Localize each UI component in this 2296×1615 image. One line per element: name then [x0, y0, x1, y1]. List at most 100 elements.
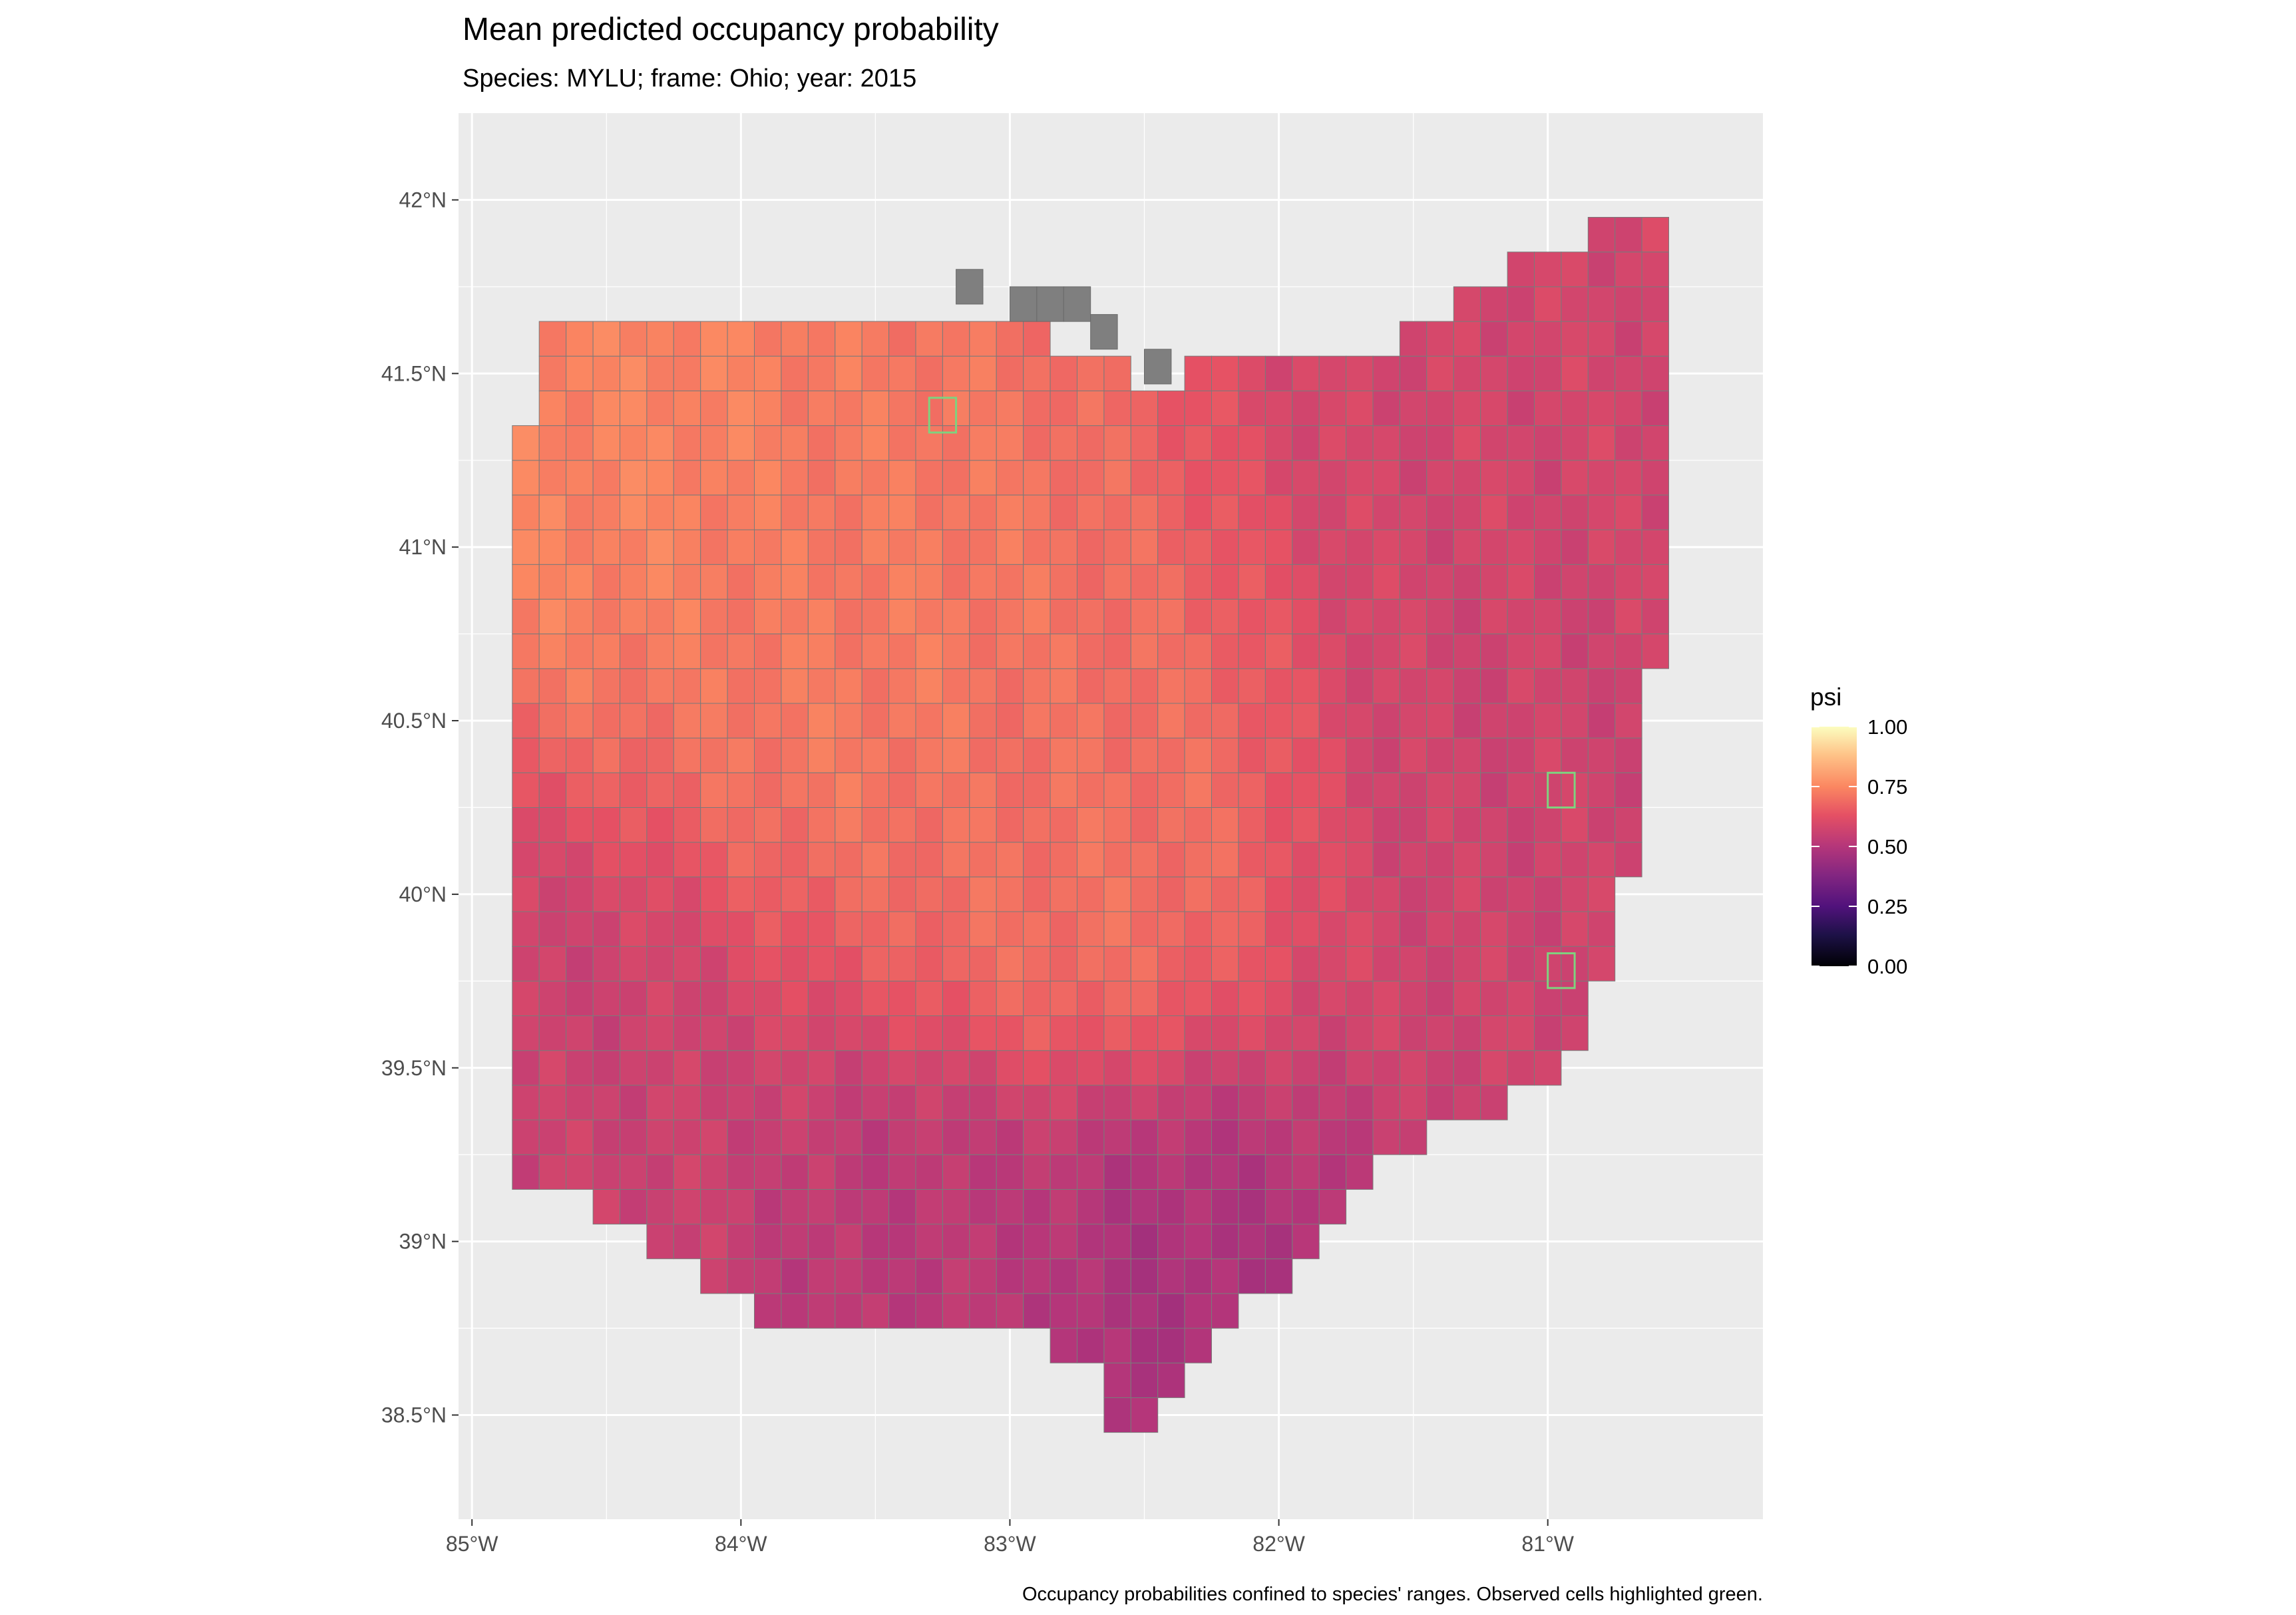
grid-cell [566, 703, 594, 739]
grid-cell [969, 425, 997, 461]
grid-cell [1615, 703, 1642, 739]
grid-cell [1103, 494, 1131, 530]
grid-cell [861, 1085, 890, 1121]
grid-cell [512, 1154, 540, 1190]
grid-cell [1346, 390, 1374, 427]
grid-cell [1453, 1050, 1481, 1086]
grid-cell [969, 911, 997, 947]
grid-cell [1130, 1258, 1159, 1294]
grid-cell [1453, 842, 1481, 878]
grid-cell [1346, 1085, 1374, 1121]
grid-cell [673, 1085, 701, 1121]
grid-cell [1050, 633, 1077, 669]
grid-cell [1292, 980, 1320, 1017]
grid-cell [700, 1224, 728, 1260]
grid-cell [1641, 633, 1670, 669]
grid-cell [1292, 1015, 1320, 1051]
grid-cell [1023, 564, 1051, 600]
grid-cell [727, 494, 755, 530]
grid-cell [646, 529, 674, 565]
grid-cell [807, 425, 836, 461]
y-axis-ticks: 38.5°N 39°N 39.5°N 40°N 40.5°N 41°N 41.5°N 42°N [381, 188, 459, 1427]
grid-cell [1023, 355, 1051, 391]
grid-cell [915, 355, 943, 391]
grid-cell [727, 946, 755, 982]
grid-cell [1507, 1050, 1535, 1086]
grid-cell [1318, 980, 1347, 1017]
grid-cell [1077, 737, 1105, 773]
grid-cell [915, 1258, 943, 1294]
grid-cell [915, 1015, 943, 1051]
legend-title: psi [1810, 683, 1841, 711]
grid-cell [1399, 425, 1428, 461]
grid-cell [754, 703, 782, 739]
grid-cell [1292, 772, 1320, 808]
grid-cell [969, 668, 997, 704]
grid-cell [1561, 460, 1589, 496]
grid-cell [700, 1119, 728, 1155]
grid-cell [996, 842, 1024, 878]
grid-cell [1238, 703, 1266, 739]
grid-cell [1077, 1293, 1105, 1329]
grid-cell [942, 1119, 970, 1155]
grid-cell [1453, 321, 1481, 357]
grid-cell [807, 564, 836, 600]
na-cell [1090, 314, 1118, 350]
grid-cell [1615, 772, 1642, 808]
grid-cell [1480, 1085, 1508, 1121]
grid-cell [781, 529, 809, 565]
grid-cell [1426, 737, 1454, 773]
grid-cell [915, 668, 943, 704]
grid-cell [1157, 772, 1185, 808]
occupancy-cells [512, 217, 1670, 1433]
grid-cell [915, 1050, 943, 1086]
grid-cell [996, 321, 1024, 357]
grid-cell [512, 1050, 540, 1086]
grid-cell [807, 842, 836, 878]
grid-cell [1211, 980, 1239, 1017]
grid-cell [673, 737, 701, 773]
grid-cell [512, 807, 540, 843]
grid-cell [781, 355, 809, 391]
grid-cell [1318, 1188, 1347, 1225]
grid-cell [1157, 598, 1185, 635]
grid-cell [566, 1154, 594, 1190]
grid-cell [1399, 807, 1428, 843]
y-tick-label: 41.5°N [381, 361, 447, 385]
x-tick-label: 82°W [1252, 1532, 1305, 1556]
grid-cell [620, 390, 648, 427]
grid-cell [1372, 460, 1400, 496]
grid-cell [538, 842, 567, 878]
grid-cell [566, 876, 594, 912]
grid-cell [915, 564, 943, 600]
grid-cell [915, 1154, 943, 1190]
grid-cell [1507, 737, 1535, 773]
grid-cell [538, 494, 567, 530]
grid-cell [566, 633, 594, 669]
grid-cell [1103, 633, 1131, 669]
grid-cell [512, 598, 540, 635]
grid-cell [1399, 703, 1428, 739]
grid-cell [754, 1258, 782, 1294]
grid-cell [727, 876, 755, 912]
grid-cell [754, 529, 782, 565]
grid-cell [1023, 425, 1051, 461]
grid-cell [754, 1188, 782, 1225]
grid-cell [1534, 252, 1562, 287]
grid-cell [1641, 217, 1670, 253]
grid-cell [1453, 980, 1481, 1017]
grid-cell [566, 772, 594, 808]
grid-cell [835, 564, 862, 600]
grid-cell [807, 355, 836, 391]
grid-cell [1184, 737, 1212, 773]
grid-cell [673, 842, 701, 878]
grid-cell [888, 1119, 916, 1155]
grid-cell [592, 564, 620, 600]
grid-cell [592, 598, 620, 635]
grid-cell [1453, 911, 1481, 947]
grid-cell [754, 564, 782, 600]
grid-cell [942, 1258, 970, 1294]
grid-cell [620, 1050, 648, 1086]
grid-cell [1399, 494, 1428, 530]
observed-cell [1547, 952, 1576, 989]
